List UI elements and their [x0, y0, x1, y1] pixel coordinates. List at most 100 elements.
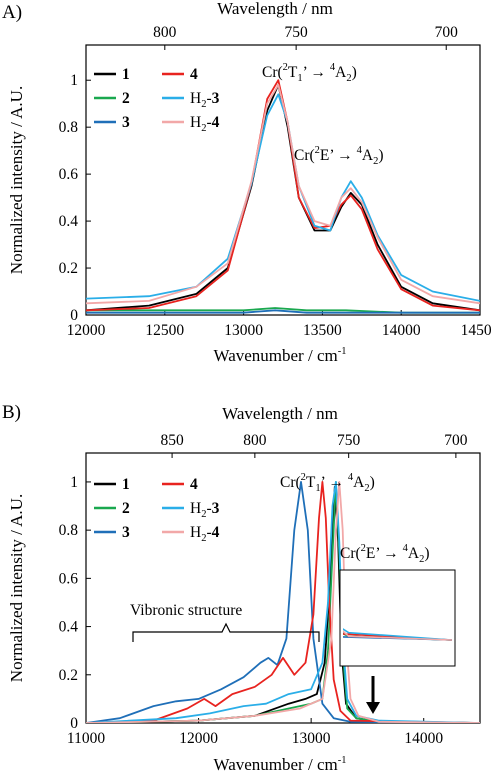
- panel-b-annotation-vibronic: Vibronic structure: [130, 602, 242, 619]
- panel-a: A) Wavelength / nm 800 750 700 00.20.40.60…: [2, 0, 491, 365]
- legend-text-compound: 1: [122, 66, 130, 83]
- y-tick-label: 0: [70, 715, 78, 732]
- legend-text-compound: 3: [122, 524, 130, 541]
- b-e-sub2: 2: [419, 554, 424, 565]
- b-e-close: ): [424, 545, 429, 562]
- legend-text-sub: 2: [201, 123, 206, 134]
- x-tick-label: 12000: [179, 730, 218, 747]
- inset-line-h2-4: [343, 630, 452, 641]
- legend-text-compound: 3: [122, 114, 130, 131]
- panel-a-series: [86, 79, 480, 314]
- legend-label-2: 2: [122, 90, 130, 107]
- legend-text-sub: 2: [201, 99, 206, 110]
- a-t1-close: ): [352, 64, 357, 81]
- top-tick-label: 800: [243, 432, 267, 449]
- panel-a-x-axis-title-text: Wavenumber / cm: [214, 346, 338, 365]
- a-t1-pre: Cr(: [262, 64, 283, 81]
- legend-label-h2-3: H2-3: [190, 500, 220, 520]
- down-arrow-icon: [366, 676, 380, 714]
- legend-label-1: 1: [122, 476, 130, 493]
- a-e-sup2: 4: [357, 145, 363, 156]
- panel-b-y-axis-title: Normalized intensity / A.U.: [7, 494, 26, 682]
- panel-b: B) Wavelength / nm 850 800 750 700 00.20.40…: [2, 402, 481, 774]
- x-tick-label: 14000: [404, 730, 443, 747]
- top-tick-label: 800: [153, 24, 177, 41]
- x-tick-label: 13000: [224, 322, 263, 339]
- a-e-end: A: [362, 147, 374, 164]
- top-tick-label: 850: [160, 432, 184, 449]
- panel-a-top-axis-title: Wavelength / nm: [217, 0, 333, 18]
- b-t1-sub: 1: [315, 483, 320, 494]
- legend-text-prefix: H: [190, 90, 201, 107]
- legend-text-dash: -: [206, 524, 211, 541]
- legend-label-3: 3: [122, 524, 130, 541]
- vibronic-brace: [132, 622, 320, 642]
- a-e-close: ): [378, 147, 383, 164]
- series-line-h2-4: [86, 480, 480, 723]
- panel-b-x-ticks: 11000 12000 13000 14000: [67, 718, 443, 747]
- series-line-h2-3: [86, 480, 480, 723]
- a-e-sup1: 2: [315, 145, 320, 156]
- series-line-h2-3: [86, 93, 480, 302]
- panel-b-inset-series: [343, 628, 452, 641]
- a-e-sub2: 2: [373, 156, 378, 167]
- b-t1-sub2: 2: [364, 483, 369, 494]
- panel-a-x-ticks: 12000 12500 13000 13500 14000 14500: [67, 310, 491, 339]
- legend-text-compound: 4: [212, 114, 220, 131]
- legend-label-h2-4: H2-4: [190, 114, 220, 134]
- legend-text-compound: 4: [190, 66, 198, 83]
- x-tick-label: 14500: [461, 322, 491, 339]
- legend-text-compound: 4: [212, 524, 220, 541]
- panel-a-x-axis-title-sup: -1: [338, 346, 347, 357]
- panel-b-tag: B): [2, 402, 21, 423]
- legend-text-prefix: H: [190, 114, 201, 131]
- legend-text-compound: 1: [122, 476, 130, 493]
- legend-label-1: 1: [122, 66, 130, 83]
- b-t1-pre: Cr(: [280, 474, 301, 491]
- top-tick-label: 700: [435, 24, 459, 41]
- y-tick-label: 0.4: [59, 619, 79, 636]
- legend-text-compound: 2: [122, 90, 130, 107]
- top-tick-label: 750: [285, 24, 309, 41]
- y-tick-label: 0.8: [59, 119, 79, 136]
- panel-b-y-ticks: 0 0.2 0.4 0.6 0.8 1: [59, 474, 91, 732]
- b-t1-post: ’ →: [321, 474, 348, 491]
- panel-b-x-axis-title-text: Wavenumber / cm: [214, 755, 338, 774]
- legend-text-prefix: H: [190, 500, 201, 517]
- inset-line-h2-3: [343, 628, 452, 641]
- legend-text-sub: 2: [201, 533, 206, 544]
- panel-b-inset-frame: [339, 569, 456, 667]
- y-tick-label: 1: [70, 72, 78, 89]
- panel-b-plot-frame: [85, 452, 481, 724]
- panel-a-x-axis-title: Wavenumber / cm-1: [214, 346, 347, 365]
- panel-a-annotation-2t1: Cr(2T1’ → 4A2): [262, 62, 357, 84]
- legend-text-sub: 2: [201, 509, 206, 520]
- panel-a-plot-frame: [85, 44, 481, 316]
- legend-label-4: 4: [190, 66, 198, 83]
- panel-b-series: [86, 480, 480, 723]
- panel-b-top-axis-ticks: 850 800 750 700: [160, 432, 468, 458]
- a-e-mid: E’ →: [320, 147, 357, 164]
- b-t1-sup1: 2: [301, 472, 306, 483]
- legend-label-2: 2: [122, 500, 130, 517]
- series-line-h2-4: [86, 84, 480, 305]
- y-tick-label: 0.4: [59, 213, 79, 230]
- y-tick-label: 1: [70, 474, 78, 491]
- y-tick-label: 0: [70, 307, 78, 324]
- panel-a-y-ticks: 0 0.2 0.4 0.6 0.8 1: [59, 72, 91, 324]
- top-tick-label: 700: [444, 432, 468, 449]
- y-tick-label: 0.6: [59, 570, 79, 587]
- a-t1-post: ’ →: [303, 64, 330, 81]
- a-t1-sup1: 2: [283, 62, 288, 73]
- a-e-pre: Cr(: [294, 147, 315, 164]
- x-tick-label: 12000: [67, 322, 106, 339]
- y-tick-label: 0.2: [59, 667, 78, 684]
- panel-b-x-axis-title: Wavenumber / cm-1: [214, 755, 347, 774]
- b-t1-end: A: [353, 474, 365, 491]
- legend-text-compound: 4: [190, 476, 198, 493]
- x-tick-label: 11000: [67, 730, 105, 747]
- series-line-4: [86, 79, 480, 312]
- legend-text-dash: -: [206, 90, 211, 107]
- legend-label-h2-4: H2-4: [190, 524, 220, 544]
